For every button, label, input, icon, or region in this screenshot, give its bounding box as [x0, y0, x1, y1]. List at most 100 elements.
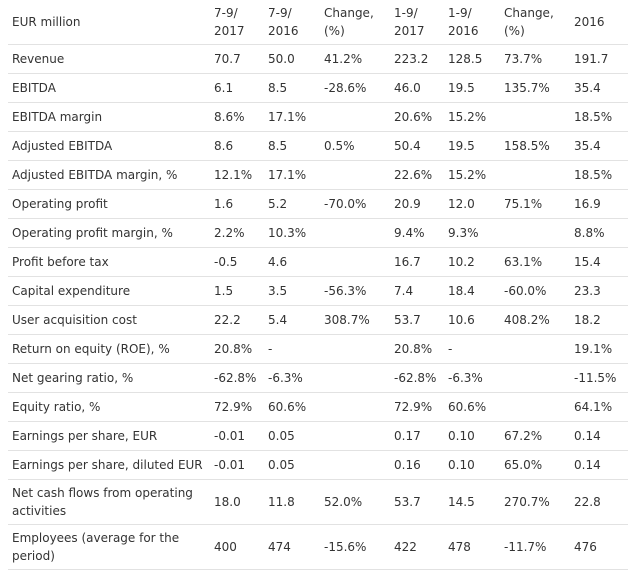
row-label: Operating profit	[8, 189, 210, 219]
cell-ytd-2017: 9.4%	[390, 218, 444, 248]
cell-q3-change: 52.0%	[320, 479, 390, 525]
cell-fy-2016: 18.5%	[570, 160, 628, 190]
cell-q3-2017: 20.8%	[210, 334, 264, 364]
cell-q3-change: -70.0%	[320, 189, 390, 219]
cell-q3-change	[320, 160, 390, 190]
cell-ytd-2016: 12.0	[444, 189, 500, 219]
cell-q3-change	[320, 392, 390, 422]
cell-ytd-2017: 16.7	[390, 247, 444, 277]
cell-ytd-2016: 0.10	[444, 421, 500, 451]
cell-q3-2016: 4.6	[264, 247, 320, 277]
cell-q3-2016: 17.1%	[264, 160, 320, 190]
cell-q3-2016: 10.3%	[264, 218, 320, 248]
cell-ytd-2016: 19.5	[444, 131, 500, 161]
cell-q3-2016: 60.6%	[264, 392, 320, 422]
header-label: EUR million	[8, 0, 210, 45]
cell-q3-2016: 8.5	[264, 73, 320, 103]
cell-ytd-2017: 22.6%	[390, 160, 444, 190]
cell-ytd-change: 67.2%	[500, 421, 570, 451]
cell-ytd-2017: 7.4	[390, 276, 444, 306]
cell-q3-2017: 8.6	[210, 131, 264, 161]
cell-ytd-2017: 72.9%	[390, 392, 444, 422]
row-label: Capital expenditure	[8, 276, 210, 306]
cell-ytd-2017: 20.8%	[390, 334, 444, 364]
row-label: Adjusted EBITDA margin, %	[8, 160, 210, 190]
cell-ytd-change: -60.0%	[500, 276, 570, 306]
cell-ytd-change: 75.1%	[500, 189, 570, 219]
cell-ytd-change: 65.0%	[500, 450, 570, 480]
table-row: Return on equity (ROE), % 20.8% -20.8% -19.…	[8, 334, 628, 364]
cell-ytd-change: -11.7%	[500, 524, 570, 570]
cell-ytd-2016: 15.2%	[444, 160, 500, 190]
cell-fy-2016: 19.1%	[570, 334, 628, 364]
cell-q3-change	[320, 102, 390, 132]
cell-q3-2016: 8.5	[264, 131, 320, 161]
cell-q3-2017: 72.9%	[210, 392, 264, 422]
cell-ytd-2016: 128.5	[444, 44, 500, 74]
cell-q3-2017: 400	[210, 524, 264, 570]
cell-ytd-2016: 14.5	[444, 479, 500, 525]
cell-q3-2017: -0.5	[210, 247, 264, 277]
table-row: Revenue 70.7 50.0 41.2% 223.2 128.5 73.7% 191.7	[8, 44, 628, 74]
cell-ytd-change	[500, 160, 570, 190]
cell-q3-change	[320, 421, 390, 451]
cell-q3-2017: 70.7	[210, 44, 264, 74]
row-label: Return on equity (ROE), %	[8, 334, 210, 364]
cell-fy-2016: -11.5%	[570, 363, 628, 393]
row-label: Net gearing ratio, %	[8, 363, 210, 393]
row-label: EBITDA margin	[8, 102, 210, 132]
cell-ytd-2017: 223.2	[390, 44, 444, 74]
row-label: Profit before tax	[8, 247, 210, 277]
cell-ytd-2016: -	[444, 334, 500, 364]
header-row: EUR million 7-9/ 2017 7-9/ 2016 Change, …	[8, 0, 628, 45]
header-ytd-2017: 1-9/ 2017	[390, 0, 444, 45]
row-label: User acquisition cost	[8, 305, 210, 335]
cell-fy-2016: 64.1%	[570, 392, 628, 422]
cell-fy-2016: 22.8	[570, 479, 628, 525]
cell-ytd-change: 63.1%	[500, 247, 570, 277]
table-row: Net cash flows from operating activities…	[8, 479, 628, 525]
row-label: Employees (average for the period)	[8, 524, 210, 570]
cell-q3-2016: -	[264, 334, 320, 364]
cell-q3-2016: 474	[264, 524, 320, 570]
cell-q3-2017: 18.0	[210, 479, 264, 525]
cell-fy-2016: 23.3	[570, 276, 628, 306]
cell-ytd-change	[500, 363, 570, 393]
cell-q3-2016: 50.0	[264, 44, 320, 74]
cell-ytd-2016: -6.3%	[444, 363, 500, 393]
header-q3-2017: 7-9/ 2017	[210, 0, 264, 45]
cell-q3-2016: 5.2	[264, 189, 320, 219]
cell-q3-change	[320, 450, 390, 480]
cell-fy-2016: 35.4	[570, 131, 628, 161]
cell-q3-2016: 5.4	[264, 305, 320, 335]
cell-ytd-change: 135.7%	[500, 73, 570, 103]
header-ytd-change: Change, (%)	[500, 0, 570, 45]
cell-ytd-2016: 10.2	[444, 247, 500, 277]
cell-fy-2016: 35.4	[570, 73, 628, 103]
cell-ytd-2016: 478	[444, 524, 500, 570]
table-row: Adjusted EBITDA margin, % 12.1% 17.1% 22.6%…	[8, 160, 628, 190]
cell-ytd-2016: 60.6%	[444, 392, 500, 422]
cell-q3-change: -28.6%	[320, 73, 390, 103]
cell-ytd-2016: 0.10	[444, 450, 500, 480]
cell-ytd-2016: 19.5	[444, 73, 500, 103]
cell-q3-2017: 12.1%	[210, 160, 264, 190]
cell-q3-change: 0.5%	[320, 131, 390, 161]
cell-q3-change	[320, 247, 390, 277]
cell-q3-2017: 8.6%	[210, 102, 264, 132]
table-row: Employees (average for the period) 400 474…	[8, 524, 628, 570]
row-label: Earnings per share, diluted EUR	[8, 450, 210, 480]
row-label: Earnings per share, EUR	[8, 421, 210, 451]
cell-q3-2017: 6.1	[210, 73, 264, 103]
cell-ytd-2016: 15.2%	[444, 102, 500, 132]
table-row: Net gearing ratio, % -62.8% -6.3% -62.8% -6.…	[8, 363, 628, 393]
cell-fy-2016: 18.5%	[570, 102, 628, 132]
cell-ytd-2017: -62.8%	[390, 363, 444, 393]
cell-q3-change: -15.6%	[320, 524, 390, 570]
table-row: User acquisition cost 22.2 5.4 308.7% 53.7 10…	[8, 305, 628, 335]
cell-q3-change: -56.3%	[320, 276, 390, 306]
cell-ytd-2017: 20.9	[390, 189, 444, 219]
table-row: Earnings per share, diluted EUR -0.01 0.05…	[8, 450, 628, 480]
table-row: Equity ratio, % 72.9% 60.6% 72.9% 60.6% 64.1%	[8, 392, 628, 422]
header-q3-change: Change, (%)	[320, 0, 390, 45]
